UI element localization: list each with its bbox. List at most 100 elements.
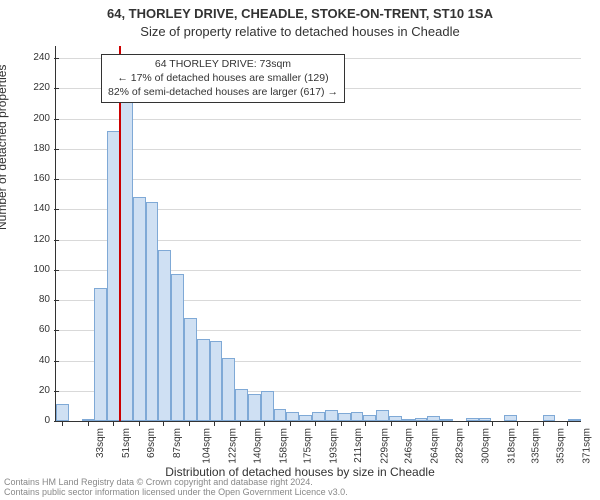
histogram-bar bbox=[197, 339, 210, 421]
xtick-label: 87sqm bbox=[172, 428, 183, 458]
histogram-bar bbox=[274, 409, 287, 421]
xtick-mark bbox=[468, 421, 469, 426]
xtick-label: 193sqm bbox=[328, 428, 339, 464]
ytick-label: 0 bbox=[18, 415, 50, 426]
xtick-label: 318sqm bbox=[506, 428, 517, 464]
ytick-label: 80 bbox=[18, 294, 50, 305]
xtick-mark bbox=[315, 421, 316, 426]
ytick-mark bbox=[54, 119, 59, 120]
ytick-mark bbox=[54, 88, 59, 89]
histogram-bar bbox=[158, 250, 171, 421]
ytick-mark bbox=[54, 330, 59, 331]
xtick-mark bbox=[543, 421, 544, 426]
gridline bbox=[56, 149, 581, 150]
xtick-mark bbox=[88, 421, 89, 426]
histogram-bar bbox=[543, 415, 556, 421]
anno-line2: ← 17% of detached houses are smaller (12… bbox=[108, 71, 338, 85]
histogram-bar bbox=[171, 274, 184, 421]
ytick-mark bbox=[54, 421, 59, 422]
xtick-label: 122sqm bbox=[227, 428, 238, 464]
xtick-label: 158sqm bbox=[279, 428, 290, 464]
xtick-mark bbox=[341, 421, 342, 426]
ytick-label: 200 bbox=[18, 113, 50, 124]
xtick-mark bbox=[290, 421, 291, 426]
histogram-bar bbox=[504, 415, 517, 421]
xtick-label: 33sqm bbox=[95, 428, 106, 458]
xtick-mark bbox=[113, 421, 114, 426]
xtick-label: 104sqm bbox=[202, 428, 213, 464]
histogram-bar bbox=[94, 288, 107, 421]
plot-area: 64 THORLEY DRIVE: 73sqm← 17% of detached… bbox=[55, 46, 581, 422]
xtick-label: 300sqm bbox=[481, 428, 492, 464]
ytick-label: 160 bbox=[18, 173, 50, 184]
ytick-label: 140 bbox=[18, 203, 50, 214]
histogram-bar bbox=[261, 391, 274, 421]
histogram-bar bbox=[376, 410, 389, 421]
histogram-bar bbox=[210, 341, 223, 421]
xtick-label: 229sqm bbox=[380, 428, 391, 464]
histogram-bar bbox=[338, 413, 351, 421]
xtick-mark bbox=[391, 421, 392, 426]
xtick-label: 140sqm bbox=[253, 428, 264, 464]
histogram-bar bbox=[427, 416, 440, 421]
ytick-label: 220 bbox=[18, 82, 50, 93]
ytick-label: 120 bbox=[18, 234, 50, 245]
xtick-mark bbox=[567, 421, 568, 426]
xtick-label: 51sqm bbox=[121, 428, 132, 458]
chart-title-main: 64, THORLEY DRIVE, CHEADLE, STOKE-ON-TRE… bbox=[0, 6, 600, 21]
xtick-label: 371sqm bbox=[582, 428, 593, 464]
histogram-bar bbox=[351, 412, 364, 421]
xtick-mark bbox=[240, 421, 241, 426]
ytick-label: 100 bbox=[18, 264, 50, 275]
xtick-mark bbox=[442, 421, 443, 426]
ytick-mark bbox=[54, 209, 59, 210]
footer-line2: Contains public sector information licen… bbox=[4, 488, 596, 498]
histogram-bar bbox=[325, 410, 338, 421]
xtick-mark bbox=[517, 421, 518, 426]
xtick-mark bbox=[492, 421, 493, 426]
ytick-mark bbox=[54, 300, 59, 301]
xtick-mark bbox=[365, 421, 366, 426]
annotation-box: 64 THORLEY DRIVE: 73sqm← 17% of detached… bbox=[101, 54, 345, 103]
histogram-bar bbox=[120, 73, 133, 421]
xtick-mark bbox=[189, 421, 190, 426]
histogram-bar bbox=[56, 404, 69, 421]
histogram-bar bbox=[568, 419, 581, 421]
histogram-bar bbox=[248, 394, 261, 421]
gridline bbox=[56, 179, 581, 180]
ytick-mark bbox=[54, 270, 59, 271]
xtick-label: 175sqm bbox=[303, 428, 314, 464]
xtick-label: 282sqm bbox=[455, 428, 466, 464]
ytick-label: 60 bbox=[18, 324, 50, 335]
histogram-bar bbox=[479, 418, 492, 421]
anno-line1: 64 THORLEY DRIVE: 73sqm bbox=[108, 57, 338, 71]
ytick-mark bbox=[54, 179, 59, 180]
chart-title-sub: Size of property relative to detached ho… bbox=[0, 24, 600, 39]
xtick-mark bbox=[264, 421, 265, 426]
ytick-label: 240 bbox=[18, 52, 50, 63]
ytick-mark bbox=[54, 361, 59, 362]
ytick-mark bbox=[54, 149, 59, 150]
xtick-label: 264sqm bbox=[429, 428, 440, 464]
xtick-label: 353sqm bbox=[556, 428, 567, 464]
ytick-mark bbox=[54, 240, 59, 241]
y-axis-label: Number of detached properties bbox=[0, 65, 9, 230]
histogram-bar bbox=[133, 197, 146, 421]
xtick-mark bbox=[62, 421, 63, 426]
histogram-bar bbox=[312, 412, 325, 421]
footer-attribution: Contains HM Land Registry data © Crown c… bbox=[4, 478, 596, 498]
histogram-bar bbox=[286, 412, 299, 421]
xtick-label: 211sqm bbox=[353, 428, 364, 463]
xtick-label: 69sqm bbox=[146, 428, 157, 458]
xtick-mark bbox=[163, 421, 164, 426]
ytick-mark bbox=[54, 58, 59, 59]
histogram-bar bbox=[299, 415, 312, 421]
xtick-mark bbox=[214, 421, 215, 426]
histogram-bar bbox=[146, 202, 159, 421]
ytick-label: 180 bbox=[18, 143, 50, 154]
xtick-mark bbox=[139, 421, 140, 426]
histogram-bar bbox=[184, 318, 197, 421]
histogram-bar bbox=[235, 389, 248, 421]
xtick-label: 335sqm bbox=[530, 428, 541, 464]
ytick-label: 40 bbox=[18, 355, 50, 366]
